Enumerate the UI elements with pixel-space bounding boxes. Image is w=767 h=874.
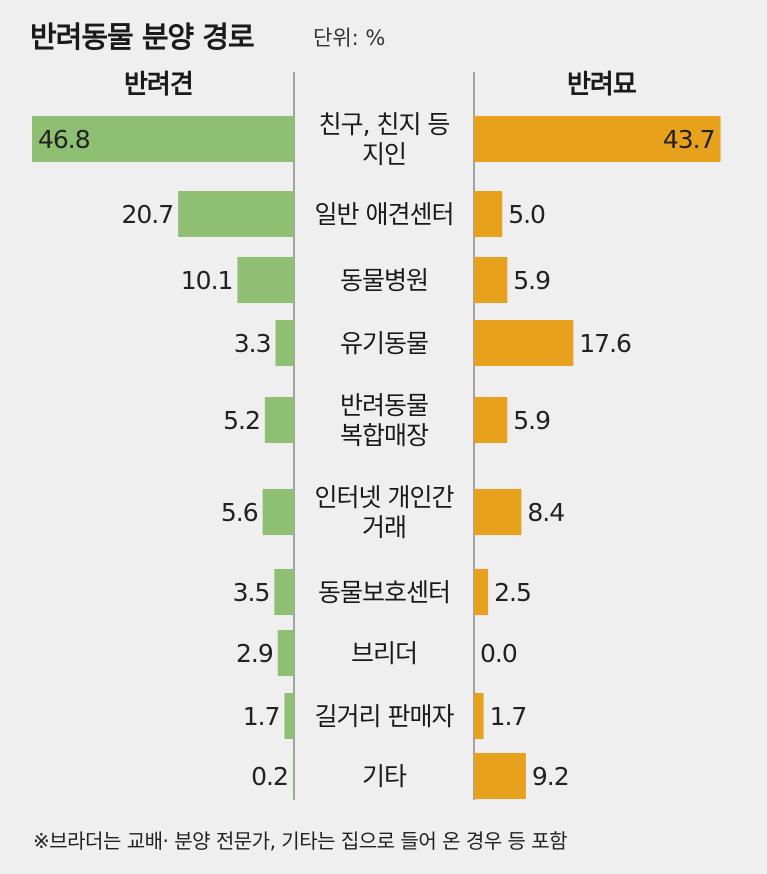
bar-dog: [32, 116, 294, 162]
bar-label-dog: 3.5: [233, 578, 270, 607]
category-label: 지인: [362, 140, 406, 169]
bar-dog: [264, 397, 294, 443]
unit-label: 단위: %: [313, 26, 386, 50]
bar-label-cat: 5.9: [513, 406, 550, 435]
category-label: 길거리 판매자: [315, 702, 455, 731]
bar-label-cat: 17.6: [579, 329, 631, 358]
bar-dog: [237, 257, 294, 303]
bar-cat: [474, 320, 574, 366]
bar-label-dog: 3.3: [234, 329, 271, 358]
bar-label-cat: 5.9: [513, 266, 550, 295]
bar-label-cat: 43.7: [663, 125, 715, 154]
bar-cat: [474, 753, 526, 799]
bar-dog: [274, 569, 294, 615]
footnote: ※브라더는 교배· 분양 전문가, 기타는 집으로 들어 온 경우 등 포함: [33, 829, 568, 853]
bar-cat: [474, 257, 508, 303]
category-label: 동물병원: [340, 266, 428, 295]
bar-label-cat: 2.5: [494, 578, 531, 607]
bar-label-cat: 1.7: [490, 702, 527, 731]
category-label: 유기동물: [340, 329, 428, 358]
category-label: 반려동물: [340, 391, 428, 420]
bar-cat: [474, 489, 522, 535]
category-label: 일반 애견센터: [315, 200, 454, 229]
bar-dog: [277, 630, 294, 676]
bar-label-dog: 0.2: [251, 762, 288, 791]
bar-cat: [474, 116, 721, 162]
category-label: 복합매장: [340, 421, 429, 450]
bar-label-dog: 5.6: [221, 498, 258, 527]
legend-dog: 반려견: [124, 70, 194, 100]
category-label: 친구, 친지 등: [319, 110, 450, 139]
bar-dog: [275, 320, 294, 366]
bar-label-cat: 8.4: [527, 498, 564, 527]
bar-label-dog: 2.9: [236, 639, 273, 668]
legend-cat: 반려묘: [567, 70, 637, 100]
bar-dog: [178, 191, 294, 237]
bar-dog: [262, 489, 294, 535]
bar-label-dog: 5.2: [223, 406, 260, 435]
bar-label-cat: 5.0: [508, 200, 545, 229]
bar-cat: [474, 191, 503, 237]
bar-label-cat: 9.2: [532, 762, 569, 791]
category-label: 기타: [362, 762, 407, 791]
category-label: 브리더: [351, 639, 417, 668]
bar-dog: [284, 693, 294, 739]
bar-label-dog: 10.1: [181, 266, 233, 295]
bar-cat: [474, 569, 489, 615]
category-label: 거래: [362, 513, 406, 542]
category-label: 인터넷 개인간: [315, 483, 455, 512]
bar-label-dog: 20.7: [121, 200, 173, 229]
bar-cat: [474, 397, 508, 443]
bar-dog: [292, 753, 294, 799]
chart-title: 반려동물 분양 경로: [30, 20, 255, 54]
bar-label-dog: 46.8: [38, 125, 90, 154]
bar-label-cat: 0.0: [480, 639, 517, 668]
category-label: 동물보호센터: [318, 578, 450, 607]
bar-cat: [474, 693, 484, 739]
bar-label-dog: 1.7: [243, 702, 280, 731]
